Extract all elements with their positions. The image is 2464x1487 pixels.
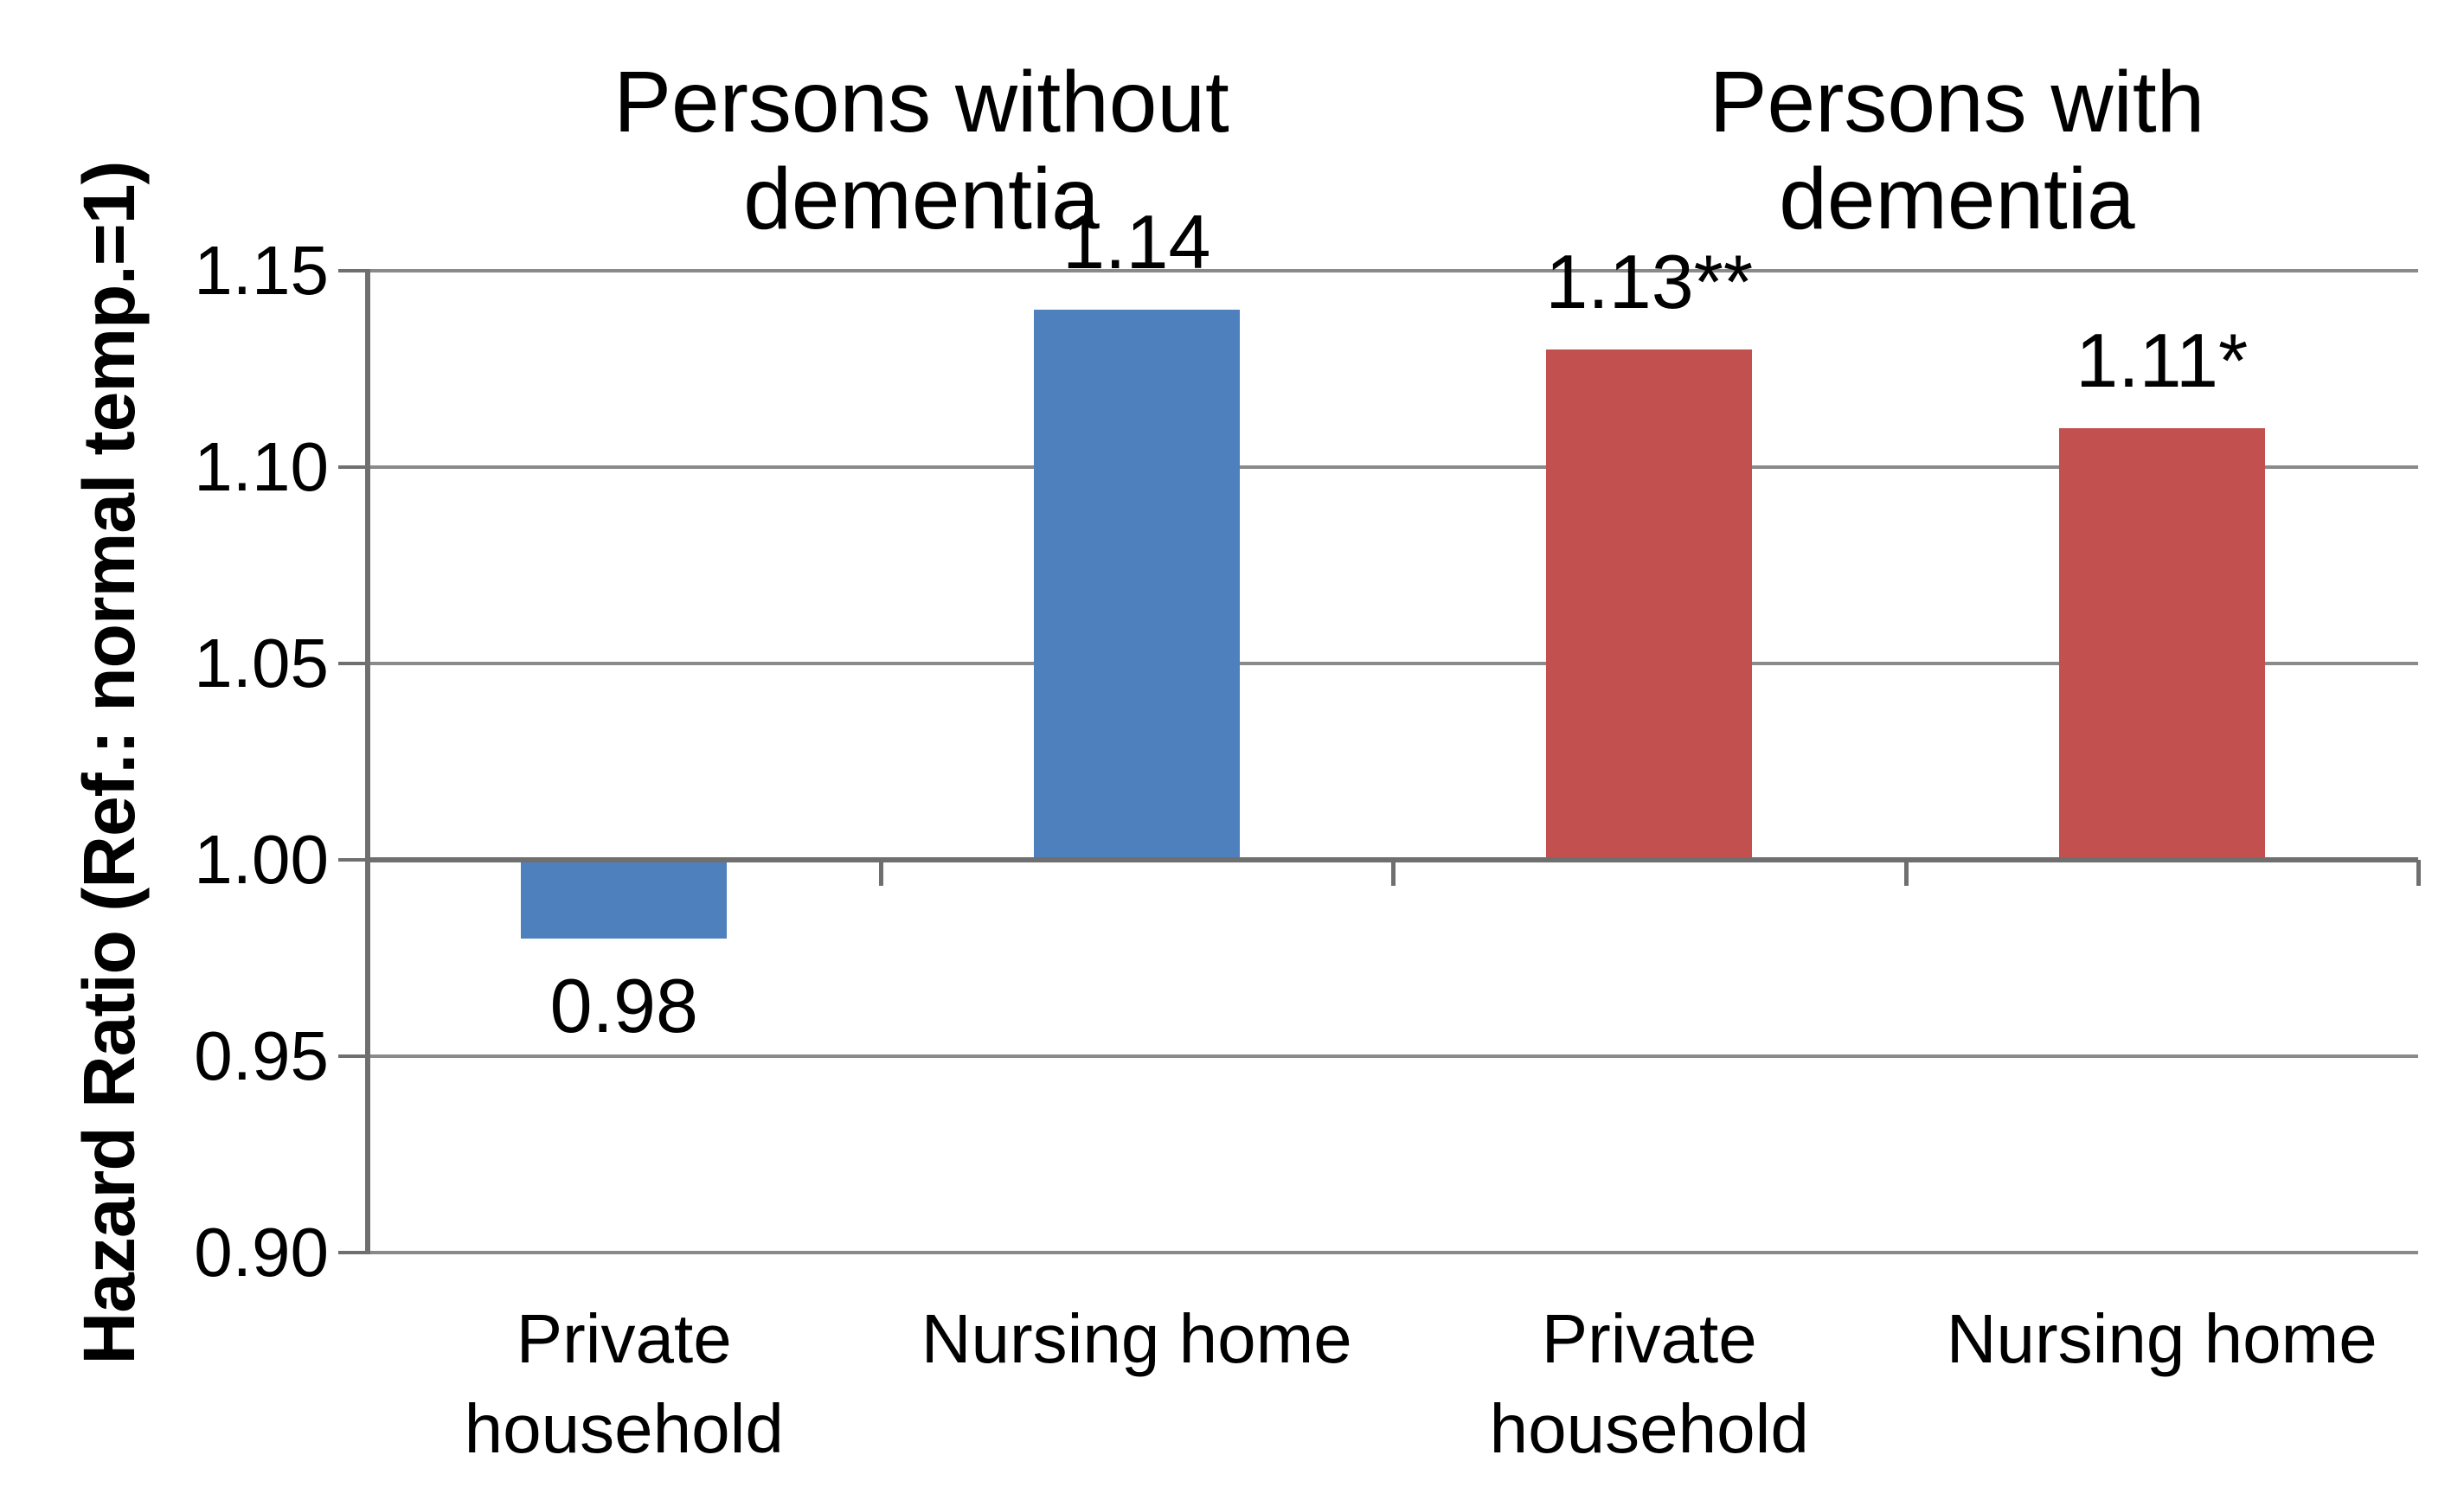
gridline [368,269,2418,272]
category-axis-tick [2416,860,2421,886]
y-axis-tick [338,858,368,862]
group-title-line: Persons with [1709,54,2205,151]
y-axis-title: Hazard Ratio (Ref.: normal temp.=1) [68,161,150,1365]
category-label: Nursing home [1947,1294,2377,1384]
category-label-line: household [464,1390,784,1467]
category-label: Private household [465,1294,784,1474]
bar-value-label: 1.11* [2076,317,2249,403]
category-label-line: Private [1541,1300,1757,1377]
bar-persons-without-dementia-nursing-home [1033,310,1240,860]
group-title-line: Persons without [613,54,1229,151]
bar-persons-without-dementia-private-household [521,860,728,939]
group-title: Persons with dementia [1710,54,2204,247]
gridline [368,662,2418,665]
category-label-line: Nursing home [921,1300,1352,1377]
y-tick-label: 1.05 [194,625,329,702]
y-axis-line [365,269,370,1254]
y-tick-label: 1.10 [194,428,329,505]
y-axis-tick [338,1054,368,1058]
y-axis-tick [338,465,368,469]
bar-value-label: 1.13** [1545,238,1754,324]
category-axis-tick [878,860,883,886]
y-tick-label: 0.95 [194,1017,329,1094]
category-label-line: Nursing home [1946,1300,2377,1377]
bar-persons-with-dementia-private-household [1546,349,1753,860]
category-label-line: Private [516,1300,732,1377]
bar-value-label: 0.98 [549,962,698,1048]
gridline [368,1251,2418,1254]
y-axis-tick [338,269,368,272]
category-label: Private household [1490,1294,1809,1474]
y-axis-tick [338,662,368,665]
gridline [368,465,2418,469]
group-title-line: dementia [743,151,1100,247]
category-axis-tick [1903,860,1909,886]
group-title: Persons without dementia [613,54,1229,247]
y-axis-tick [338,1251,368,1254]
group-title-line: dementia [1779,151,2135,247]
category-axis-tick [1391,860,1396,886]
gridline [368,1054,2418,1058]
y-tick-label: 1.00 [194,821,329,898]
y-tick-label: 0.90 [194,1214,329,1291]
y-tick-label: 1.15 [194,232,329,309]
bar-value-label: 1.14 [1062,199,1211,285]
category-label: Nursing home [921,1294,1352,1384]
bar-persons-with-dementia-nursing-home [2058,427,2265,860]
category-label-line: household [1489,1390,1809,1467]
